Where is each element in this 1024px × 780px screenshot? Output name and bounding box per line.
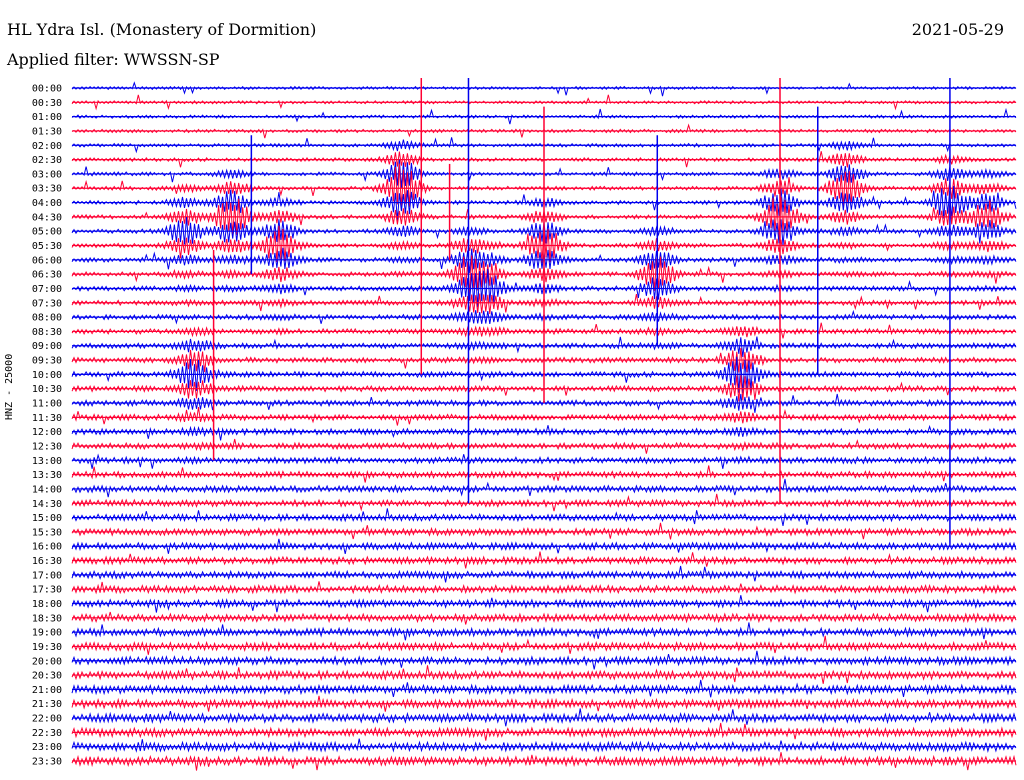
trace-row-35 <box>71 581 1017 595</box>
trace-row-34 <box>71 565 1017 583</box>
tick-label-18: 09:00 <box>32 341 62 352</box>
tick-label-13: 06:30 <box>32 270 62 281</box>
trace-row-29 <box>71 493 1017 512</box>
trace-row-41 <box>71 665 1017 684</box>
tick-label-31: 15:30 <box>32 527 62 538</box>
tick-label-45: 22:30 <box>32 728 62 739</box>
tick-label-19: 09:30 <box>32 356 62 367</box>
tick-label-30: 15:00 <box>32 513 62 524</box>
tick-label-20: 10:00 <box>32 370 62 381</box>
tick-label-8: 04:00 <box>32 198 62 209</box>
tick-label-12: 06:00 <box>32 255 62 266</box>
tick-label-41: 20:30 <box>32 671 62 682</box>
tick-label-24: 12:00 <box>32 427 62 438</box>
tick-label-9: 04:30 <box>32 212 62 223</box>
tick-label-43: 21:30 <box>32 699 62 710</box>
tick-label-1: 00:30 <box>32 98 62 109</box>
tick-label-10: 05:00 <box>32 227 62 238</box>
date-label: 2021-05-29 <box>911 20 1004 39</box>
tick-label-3: 01:30 <box>32 126 62 137</box>
tick-label-46: 23:00 <box>32 742 62 753</box>
trace-row-27 <box>71 465 1017 483</box>
trace-row-28 <box>71 478 1017 498</box>
tick-label-6: 03:00 <box>32 169 62 180</box>
tick-label-33: 16:30 <box>32 556 62 567</box>
trace-row-45 <box>71 722 1017 741</box>
tick-label-28: 14:00 <box>32 484 62 495</box>
tick-label-0: 00:00 <box>32 84 62 95</box>
tick-label-14: 07:00 <box>32 284 62 295</box>
tick-label-34: 17:00 <box>32 570 62 581</box>
trace-row-36 <box>71 595 1017 613</box>
tick-label-42: 21:00 <box>32 685 62 696</box>
tick-label-11: 05:30 <box>32 241 62 252</box>
filter-label: Applied filter: WWSSN-SP <box>7 50 220 69</box>
tick-label-25: 12:30 <box>32 441 62 452</box>
trace-row-44 <box>71 708 1017 727</box>
trace-row-40 <box>71 650 1017 670</box>
seismic-traces <box>71 78 1017 771</box>
trace-row-42 <box>71 679 1017 698</box>
tick-label-23: 11:30 <box>32 413 62 424</box>
trace-row-46 <box>71 738 1017 753</box>
trace-row-38 <box>71 622 1017 641</box>
tick-label-15: 07:30 <box>32 298 62 309</box>
tick-label-35: 17:30 <box>32 585 62 596</box>
tick-label-22: 11:00 <box>32 399 62 410</box>
tick-label-26: 13:00 <box>32 456 62 467</box>
tick-label-5: 02:30 <box>32 155 62 166</box>
tick-label-17: 08:30 <box>32 327 62 338</box>
tick-label-21: 10:30 <box>32 384 62 395</box>
trace-row-39 <box>71 635 1017 655</box>
tick-label-32: 16:00 <box>32 542 62 553</box>
tick-label-27: 13:30 <box>32 470 62 481</box>
trace-row-37 <box>71 611 1017 625</box>
tick-label-40: 20:00 <box>32 656 62 667</box>
trace-row-1 <box>71 94 1017 111</box>
tick-label-44: 22:00 <box>32 714 62 725</box>
tick-label-39: 19:30 <box>32 642 62 653</box>
tick-label-7: 03:30 <box>32 184 62 195</box>
time-tick-labels: 00:00 00:30 01:00 01:30 02:00 02:30 03:00 03:30… <box>32 84 62 768</box>
trace-row-0 <box>71 81 1017 97</box>
tick-label-37: 18:30 <box>32 613 62 624</box>
tick-label-38: 19:00 <box>32 628 62 639</box>
tick-label-36: 18:00 <box>32 599 62 610</box>
tick-label-2: 01:00 <box>32 112 62 123</box>
tick-label-47: 23:30 <box>32 757 62 768</box>
station-title: HL Ydra Isl. (Monastery of Dormition) <box>7 20 317 39</box>
tick-label-4: 02:00 <box>32 141 62 152</box>
tick-label-16: 08:00 <box>32 313 62 324</box>
trace-row-31 <box>71 522 1017 540</box>
tick-label-29: 14:30 <box>32 499 62 510</box>
